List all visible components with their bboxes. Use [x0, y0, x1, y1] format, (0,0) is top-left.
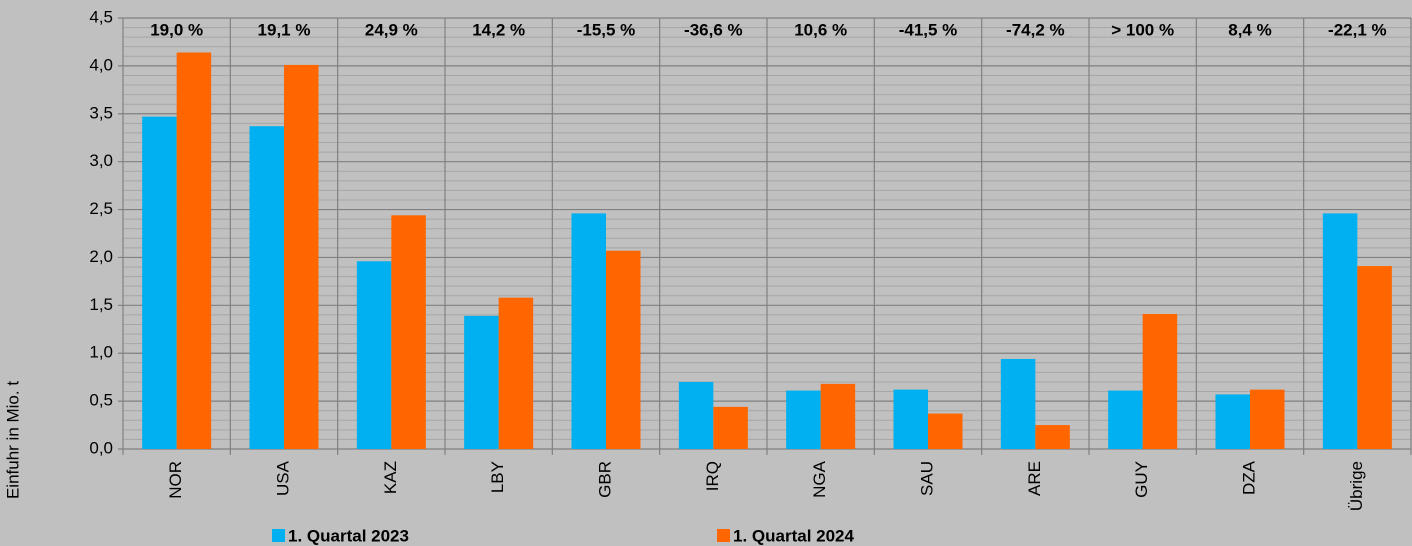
x-tick-label: NOR [166, 461, 185, 499]
x-tick-label: Übrige [1347, 461, 1366, 511]
legend-label: 1. Quartal 2023 [288, 526, 409, 545]
x-tick-label: KAZ [381, 461, 400, 494]
y-axis-label: Einfuhr in Mio. t [3, 381, 22, 499]
bar [176, 52, 212, 449]
y-tick-label: 0,5 [89, 391, 113, 410]
y-tick-label: 1,5 [89, 295, 113, 314]
annotation: -15,5 % [577, 20, 636, 39]
bar [1142, 313, 1178, 449]
bar [464, 315, 499, 449]
bar [249, 126, 284, 450]
x-tick-label: DZA [1239, 460, 1258, 495]
bar [1108, 390, 1143, 449]
bar [820, 383, 856, 449]
y-tick-label: 4,0 [89, 55, 113, 74]
annotation: > 100 % [1111, 20, 1174, 39]
x-tick-label: ARE [1025, 461, 1044, 496]
annotation: -41,5 % [899, 20, 958, 39]
x-tick-label: NGA [810, 460, 829, 498]
bar [356, 261, 392, 449]
bar [1000, 358, 1036, 449]
y-tick-label: 4,5 [89, 7, 113, 26]
bar [1215, 394, 1250, 449]
bar [391, 215, 426, 449]
y-tick-label: 3,5 [89, 103, 113, 122]
annotation: 24,9 % [365, 20, 418, 39]
bar [1250, 389, 1285, 449]
y-tick-label: 2,0 [89, 247, 113, 266]
x-tick-label: GBR [595, 461, 614, 498]
annotation: 14,2 % [472, 20, 525, 39]
bar [498, 297, 534, 449]
legend-swatch [717, 529, 730, 542]
annotation: -22,1 % [1328, 20, 1387, 39]
legend-swatch [272, 529, 285, 542]
bar [142, 116, 177, 449]
y-tick-label: 0,0 [89, 438, 113, 457]
y-tick-label: 1,0 [89, 343, 113, 362]
bar [928, 413, 963, 449]
bar [606, 250, 641, 449]
bar [1035, 425, 1070, 449]
y-tick-label: 3,0 [89, 151, 113, 170]
legend-label: 1. Quartal 2024 [733, 526, 855, 545]
y-tick-label: 2,5 [89, 199, 113, 218]
annotation: 19,1 % [258, 20, 311, 39]
x-tick-label: SAU [917, 461, 936, 496]
x-tick-label: LBY [488, 461, 507, 493]
annotation: 10,6 % [794, 20, 847, 39]
x-tick-label: IRQ [703, 461, 722, 491]
annotation: 19,0 % [150, 20, 203, 39]
bar [1322, 213, 1358, 449]
bar [1357, 266, 1392, 449]
bar [713, 406, 748, 449]
bar [284, 64, 319, 449]
x-tick-label: USA [273, 460, 292, 496]
bar [786, 390, 821, 449]
x-tick-label: GUY [1132, 461, 1151, 498]
annotation: 8,4 % [1228, 20, 1271, 39]
bar [571, 213, 606, 449]
annotation: -74,2 % [1006, 20, 1065, 39]
bar [678, 381, 714, 449]
annotation: -36,6 % [684, 20, 743, 39]
bar [893, 389, 928, 449]
